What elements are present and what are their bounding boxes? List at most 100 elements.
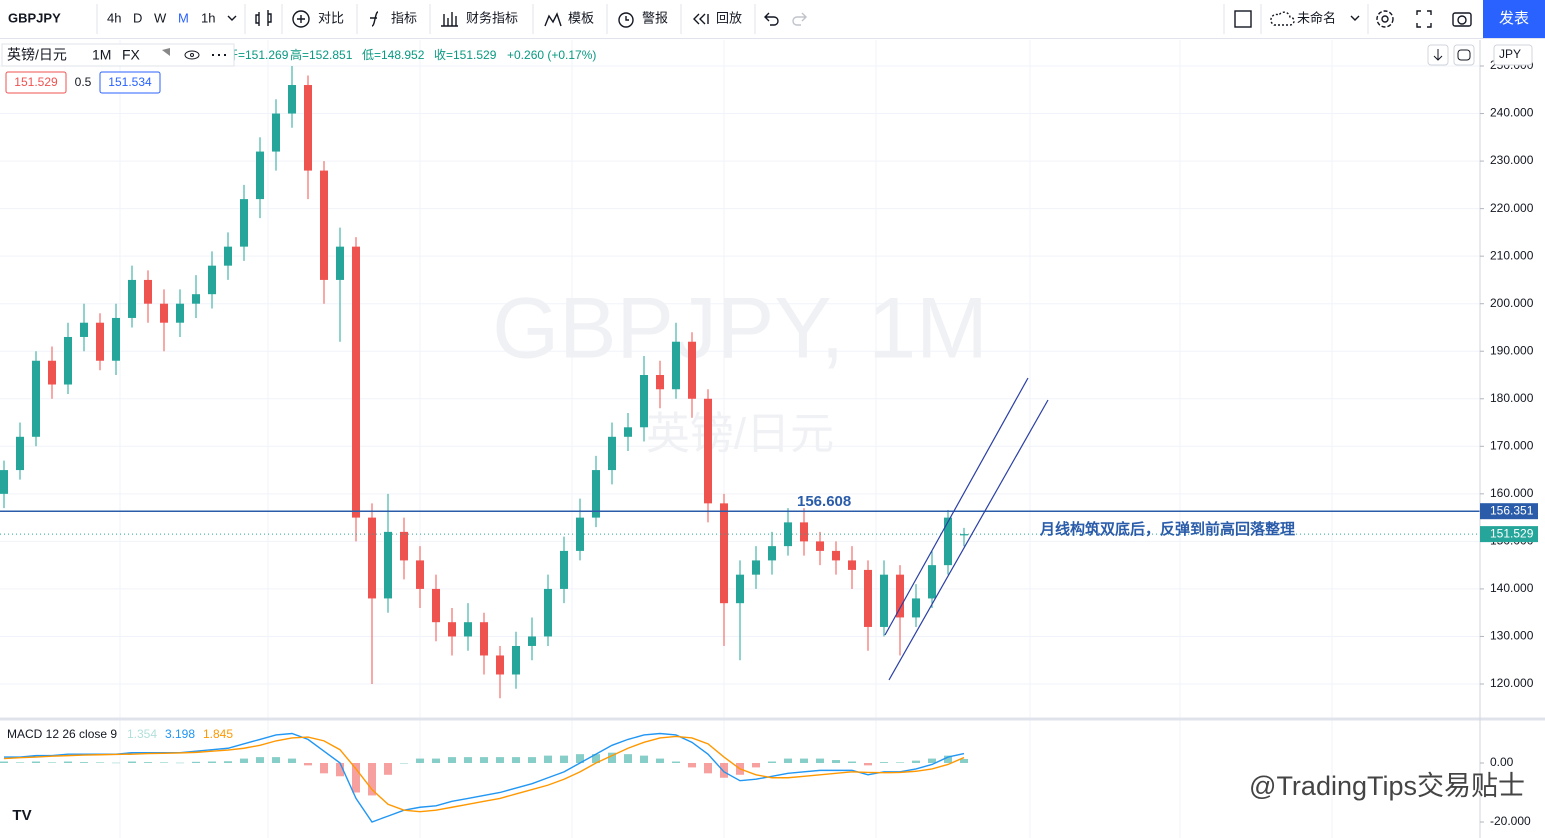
candle-body xyxy=(304,85,312,171)
reset-button[interactable] xyxy=(1453,44,1475,66)
interval[interactable]: M xyxy=(178,10,189,25)
macd-histogram xyxy=(592,754,600,763)
candle-body xyxy=(368,517,376,599)
candle-body xyxy=(880,574,888,627)
currency[interactable]: JPY xyxy=(1499,47,1521,61)
candle-body xyxy=(352,246,360,518)
macd-histogram xyxy=(0,761,8,763)
macd-histogram xyxy=(272,757,280,763)
reset-icon xyxy=(1457,49,1471,61)
candle-body xyxy=(816,541,824,551)
macd-histogram xyxy=(400,763,408,764)
toolbar-button[interactable]: 对比 xyxy=(318,10,344,25)
macd-histogram xyxy=(448,757,456,763)
credit: @TradingTips交易贴士 xyxy=(1249,771,1525,801)
candle-body xyxy=(672,341,680,390)
publish-label[interactable]: 发表 xyxy=(1499,10,1529,27)
macd-histogram xyxy=(96,762,104,763)
ohlc-value: +0.260 (+0.17%) xyxy=(507,48,596,62)
macd-histogram xyxy=(224,761,232,763)
candle-body xyxy=(384,531,392,599)
legend-name: 英镑/日元 xyxy=(7,47,67,63)
candle-body xyxy=(256,151,264,200)
candle-body xyxy=(128,279,136,318)
bid-box[interactable] xyxy=(5,71,67,94)
candle-body xyxy=(656,375,664,390)
note: 月线构筑双底后，反弹到前高回落整理 xyxy=(1039,520,1295,538)
candle-body xyxy=(752,560,760,575)
toolbar-button[interactable]: 警报 xyxy=(642,10,668,25)
toolbar xyxy=(0,0,1545,38)
candle-body xyxy=(832,550,840,561)
macd-histogram xyxy=(192,761,200,763)
currency-button[interactable] xyxy=(1493,44,1533,66)
candle-body xyxy=(624,427,632,437)
candle-body xyxy=(448,622,456,637)
bid[interactable]: 151.529 xyxy=(14,75,58,89)
candle-body xyxy=(848,560,856,570)
price-tag xyxy=(1480,526,1538,543)
candle-body xyxy=(720,503,728,604)
macd-tick-label: 0.00 xyxy=(1490,755,1514,769)
macd-histogram xyxy=(304,763,312,766)
macd-histogram xyxy=(368,763,376,796)
watermark: GBPJPY, 1M 英镑/日元 xyxy=(492,281,988,459)
y-tick-label: 240.000 xyxy=(1490,106,1534,120)
macd-histogram xyxy=(112,762,120,764)
candle-body xyxy=(160,303,168,323)
publish-button[interactable] xyxy=(1483,0,1545,38)
candle-body xyxy=(464,622,472,637)
signal-value: 1.845 xyxy=(203,727,233,741)
symbol[interactable]: GBPJPY xyxy=(8,10,61,25)
layout-name[interactable]: 未命名 xyxy=(1297,10,1336,25)
candle-body xyxy=(208,265,216,295)
candle-body xyxy=(592,470,600,518)
macd-histogram xyxy=(64,761,72,763)
candle-body xyxy=(48,360,56,385)
toolbar-button[interactable]: 指标 xyxy=(391,10,417,25)
y-tick-label: 140.000 xyxy=(1490,581,1534,595)
candle-body xyxy=(32,360,40,437)
macd-histogram xyxy=(496,757,504,763)
candle-body xyxy=(800,522,808,542)
macd-histogram xyxy=(960,759,968,763)
candle-body xyxy=(704,398,712,504)
macd-histogram xyxy=(880,762,888,763)
ask[interactable]: 151.534 xyxy=(108,75,152,89)
signal-line xyxy=(3,735,965,813)
interval[interactable]: D xyxy=(133,10,142,25)
macd-tick-label: -20.000 xyxy=(1490,814,1531,828)
candle-body xyxy=(80,322,88,337)
macd-histogram xyxy=(816,758,824,763)
interval[interactable]: 1h xyxy=(201,10,215,25)
macd-histogram xyxy=(240,758,248,763)
price-axis: 120.000130.000140.000150.000160.000170.0… xyxy=(1480,58,1538,828)
candle-body xyxy=(0,470,8,494)
watermark-subtitle: 英镑/日元 xyxy=(646,410,834,459)
watermark-title: GBPJPY, 1M xyxy=(492,281,988,377)
y-tick-label: 190.000 xyxy=(1490,343,1534,357)
toolbar-button[interactable]: 财务指标 xyxy=(466,10,518,25)
macd-histogram xyxy=(32,761,40,763)
macd-histogram xyxy=(336,763,344,777)
price-tag-label: 156.351 xyxy=(1490,503,1534,517)
macd-histogram xyxy=(544,755,552,763)
interval[interactable]: 4h xyxy=(107,10,121,25)
price-pane xyxy=(0,66,1480,699)
macd-histogram xyxy=(720,763,728,778)
macd-line xyxy=(4,732,965,823)
macd-histogram xyxy=(16,762,24,763)
candle-body xyxy=(864,569,872,627)
candle-body xyxy=(144,279,152,304)
toolbar-button[interactable]: 模板 xyxy=(568,10,594,25)
macd-label: MACD 12 26 close 9 xyxy=(7,727,117,741)
macd-histogram xyxy=(464,757,472,763)
interval[interactable]: W xyxy=(154,10,167,25)
ask-box[interactable] xyxy=(99,71,161,94)
y-tick-label: 160.000 xyxy=(1490,486,1534,500)
macd-histogram xyxy=(896,762,904,763)
toolbar-button[interactable]: 回放 xyxy=(716,10,742,25)
separators xyxy=(96,4,1369,34)
macd-histogram xyxy=(528,757,536,763)
macd-histogram xyxy=(320,763,328,774)
